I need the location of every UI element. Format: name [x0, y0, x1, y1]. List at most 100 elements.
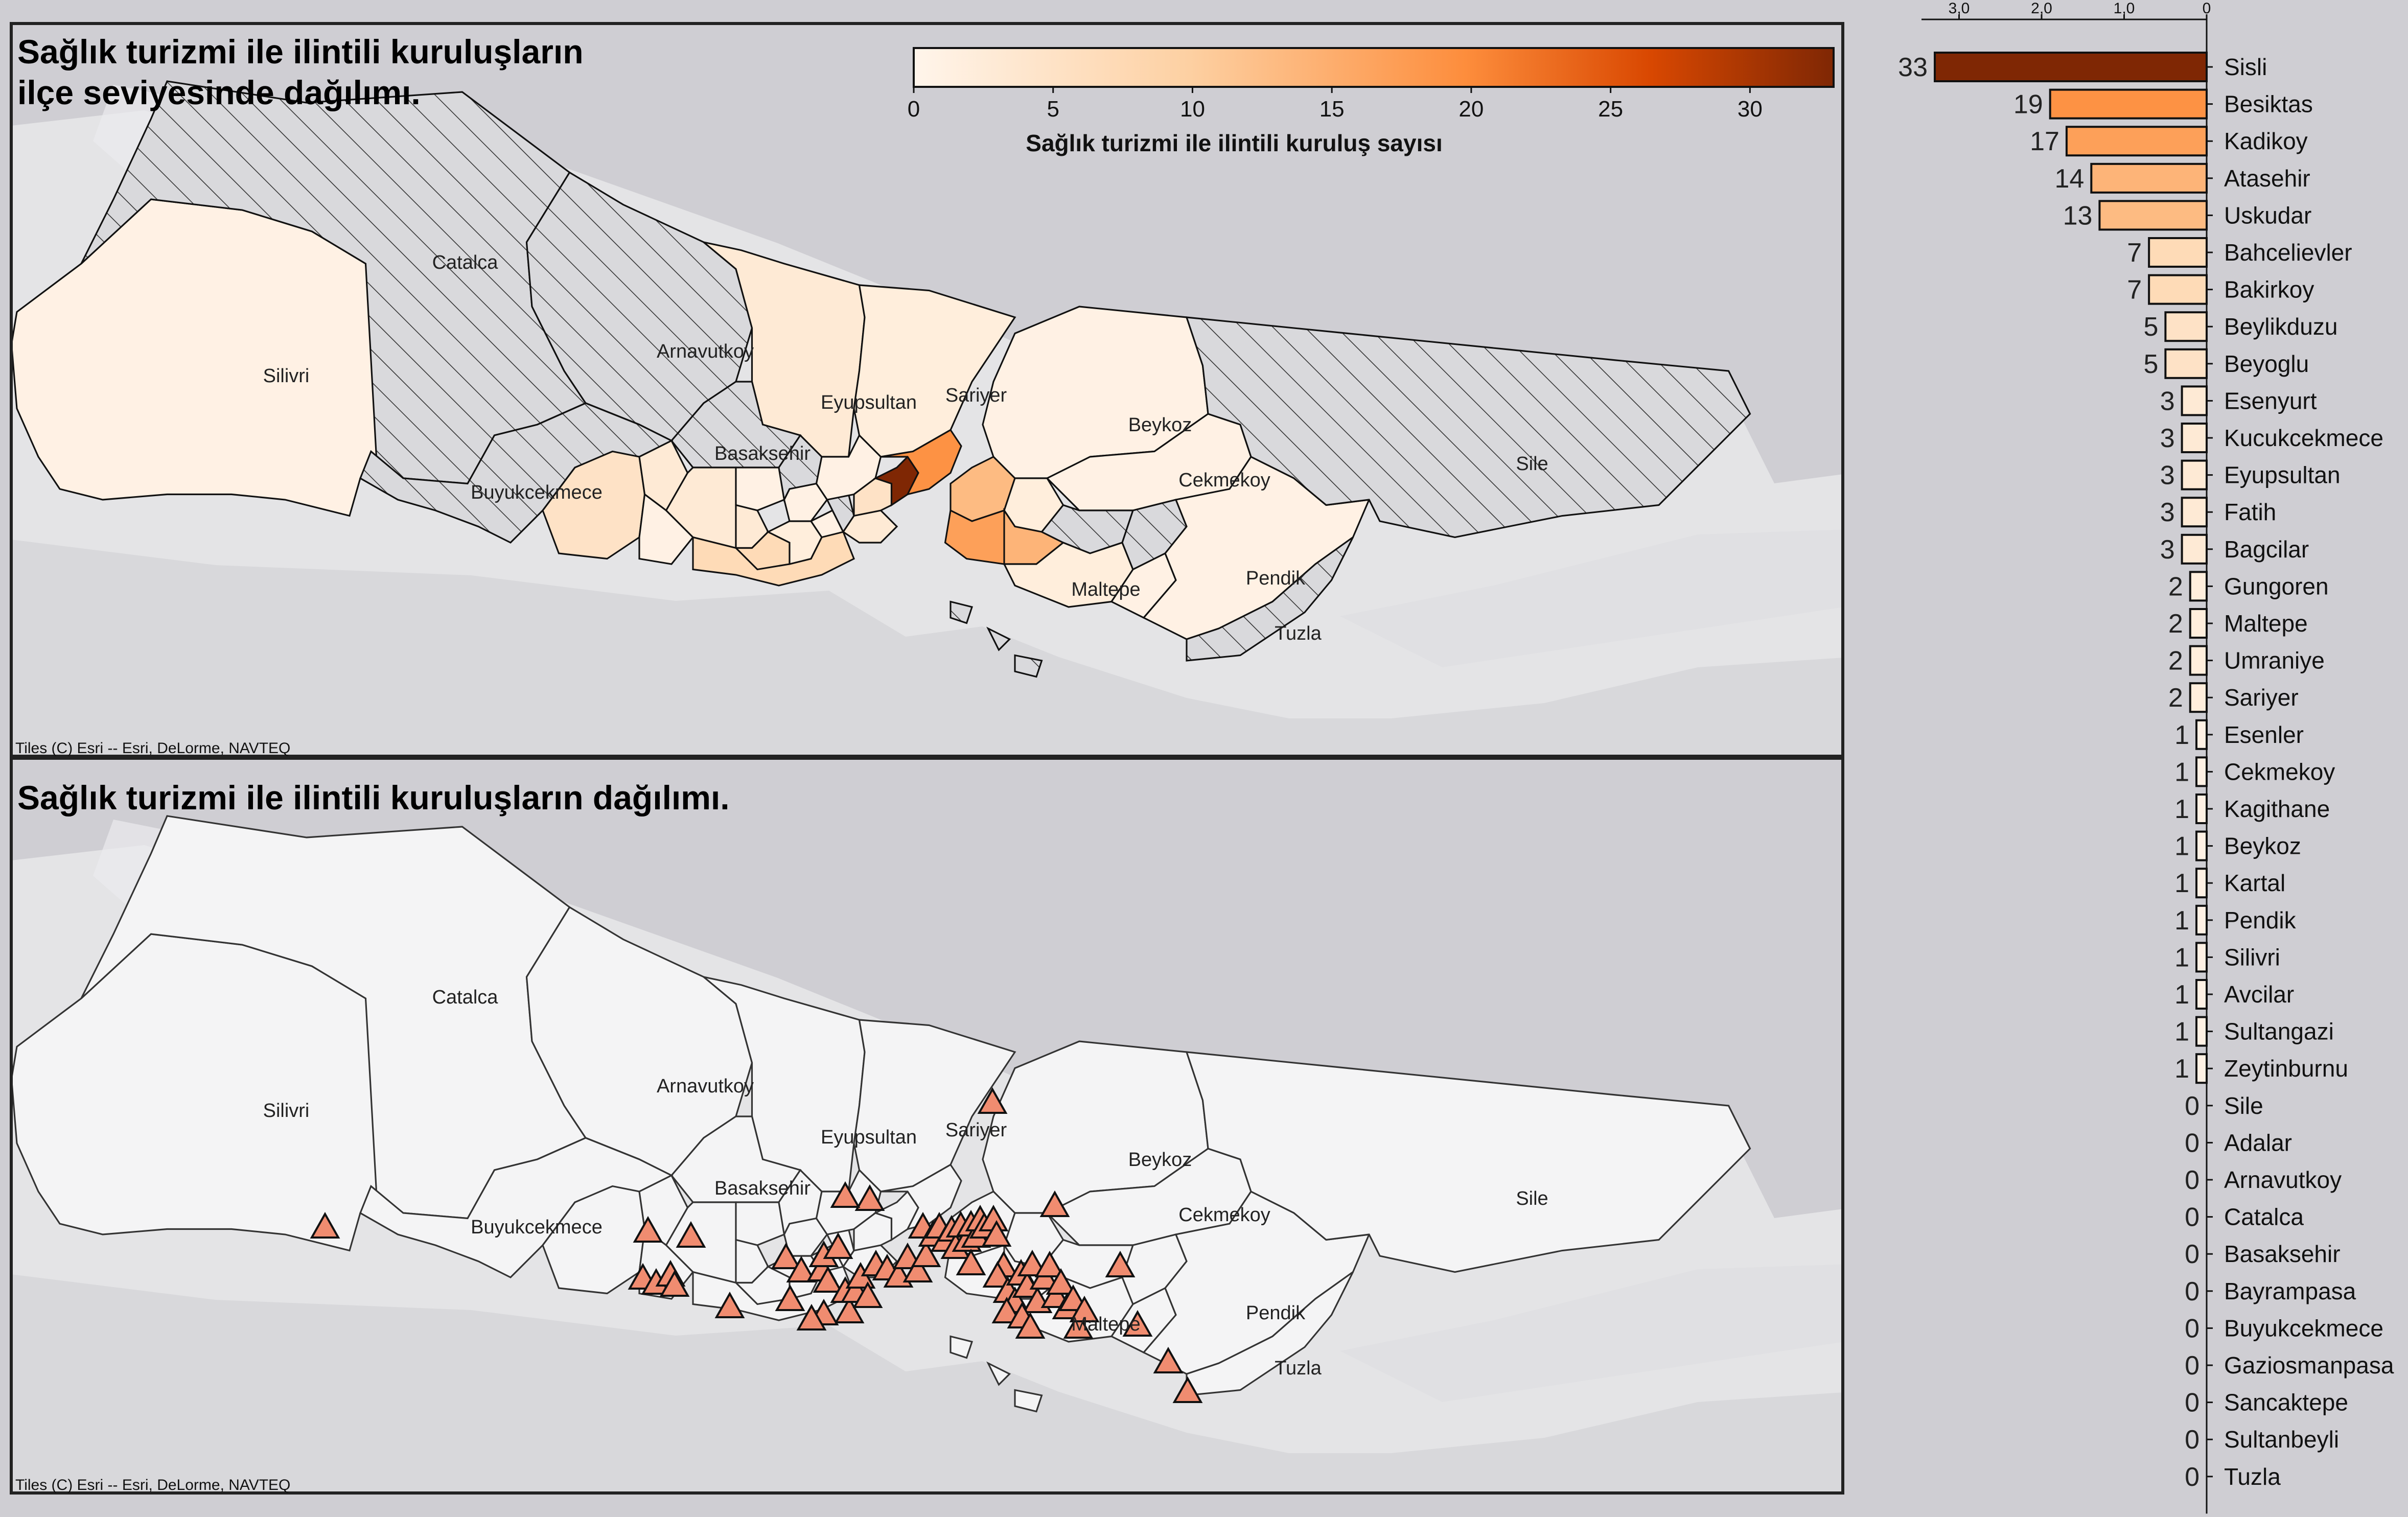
- bar-value-label: 3: [2160, 535, 2175, 565]
- facility-marker: [902, 1255, 933, 1282]
- bar-category-label: Pendik: [2224, 907, 2297, 933]
- bar-category-label: Catalca: [2224, 1204, 2304, 1230]
- facility-marker: [659, 1270, 690, 1297]
- district-label-cekmekoy: Cekmekoy: [1178, 470, 1270, 491]
- district-sile: [1185, 316, 1751, 539]
- district-label-silivri: Silivri: [263, 365, 310, 387]
- bar-value-label: 5: [2143, 349, 2158, 379]
- bar-x-tick-label: 3,0: [1949, 0, 1970, 17]
- bar-category-label: Sariyer: [2224, 684, 2299, 711]
- bar-beykoz: [2195, 830, 2208, 861]
- colorbar-tick-label: 0: [908, 97, 920, 122]
- bar-value-label: 1: [2174, 720, 2189, 750]
- facility-marker: [310, 1211, 340, 1239]
- district-label-maltepe: Maltepe: [1071, 579, 1140, 600]
- bar-category-label: Fatih: [2224, 499, 2276, 525]
- bar-category-label: Adalar: [2224, 1129, 2292, 1156]
- bar-category-label: Esenyurt: [2224, 387, 2317, 414]
- facility-marker: [830, 1181, 861, 1208]
- district-label-catalca: Catalca: [432, 252, 499, 273]
- bar-value-label: 0: [2185, 1203, 2199, 1232]
- facility-marker: [813, 1266, 843, 1293]
- top-choropleth: [11, 80, 1751, 678]
- bottom-map-credit: Tiles (C) Esri -- Esri, DeLorme, NAVTEQ: [15, 1477, 290, 1493]
- bar-category-label: Basaksehir: [2224, 1241, 2341, 1267]
- bar-cekmekoy: [2195, 756, 2208, 787]
- bar-value-label: 0: [2185, 1240, 2199, 1269]
- facility-marker: [786, 1255, 817, 1282]
- bar-category-label: Bayrampasa: [2224, 1278, 2356, 1304]
- bar-category-label: Sultangazi: [2224, 1018, 2334, 1045]
- bar-category-label: Sile: [2224, 1092, 2263, 1119]
- district-label-eyupsultan: Eyupsultan: [821, 1127, 917, 1148]
- bar-value-label: 3: [2160, 424, 2175, 453]
- colorbar-tick-label: 25: [1598, 97, 1623, 122]
- district-label-buyukcekmece: Buyukcekmece: [471, 1217, 603, 1238]
- district-label-eyupsultan: Eyupsultan: [821, 392, 917, 413]
- facility-marker: [823, 1232, 853, 1259]
- bar-value-label: 0: [2185, 1388, 2199, 1418]
- facility-marker: [1063, 1312, 1094, 1339]
- facility-marker: [852, 1281, 883, 1308]
- colorbar-ticks: 0 5 10 15 20 25 30: [908, 87, 1763, 122]
- bar-value-label: 1: [2174, 869, 2189, 898]
- bar-bakirkoy: [2148, 274, 2208, 305]
- bar-category-label: Kagithane: [2224, 796, 2330, 822]
- bar-value-label: 0: [2185, 1277, 2199, 1306]
- bar-x-tick-label: 2,0: [2031, 0, 2052, 17]
- district-label-basaksehir: Basaksehir: [714, 443, 811, 464]
- bar-x-tick-label: 1,0: [2114, 0, 2135, 17]
- facility-marker: [834, 1296, 865, 1323]
- facility-marker: [771, 1242, 801, 1269]
- district-tuzla: [1186, 536, 1354, 662]
- bar-category-label: Gungoren: [2224, 573, 2329, 599]
- bar-value-label: 3: [2160, 386, 2175, 416]
- facility-marker: [1017, 1249, 1048, 1276]
- bar-value-label: 0: [2185, 1314, 2199, 1343]
- district-label-cekmekoy: Cekmekoy: [1178, 1204, 1270, 1226]
- top-map-credit: Tiles (C) Esri -- Esri, DeLorme, NAVTEQ: [15, 740, 290, 757]
- bar-category-label: Cekmekoy: [2224, 758, 2335, 785]
- facility-marker: [911, 1240, 941, 1267]
- bar-value-label: 7: [2127, 275, 2142, 305]
- bar-category-label: Buyukcekmece: [2224, 1315, 2383, 1341]
- bar-value-label: 3: [2160, 461, 2175, 491]
- facility-marker: [1039, 1190, 1070, 1217]
- district-label-sariyer: Sariyer: [945, 385, 1007, 406]
- bar-besiktas: [2049, 88, 2208, 120]
- bar-maltepe: [2189, 608, 2208, 639]
- district-label-tuzla: Tuzla: [1275, 1358, 1322, 1379]
- bar-category-label: Avcilar: [2224, 981, 2294, 1008]
- bar-category-label: Sancaktepe: [2224, 1389, 2348, 1416]
- bar-gungoren: [2189, 571, 2208, 602]
- facility-marker: [1172, 1376, 1203, 1403]
- colorbar-tick-label: 20: [1458, 97, 1484, 122]
- bar-value-label: 2: [2168, 572, 2183, 601]
- bar-value-label: 0: [2185, 1128, 2199, 1158]
- colorbar-tick-label: 10: [1180, 97, 1205, 122]
- bar-zeytinburnu: [2195, 1053, 2208, 1084]
- bar-uskudar: [2098, 200, 2208, 231]
- colorbar-tick-label: 15: [1319, 97, 1345, 122]
- district-outline-sile: [1185, 1051, 1751, 1273]
- bar-kagithane: [2195, 793, 2208, 824]
- bar-value-label: 1: [2174, 795, 2189, 824]
- facility-marker: [775, 1284, 805, 1311]
- district-label-basaksehir: Basaksehir: [714, 1178, 811, 1199]
- bar-category-label: Kadikoy: [2224, 128, 2308, 154]
- bar-value-label: 19: [2013, 90, 2043, 120]
- district-outline-adalar: [950, 1335, 1043, 1413]
- bar-kartal: [2195, 868, 2208, 899]
- bar-value-label: 0: [2185, 1425, 2199, 1455]
- bar-category-label: Tuzla: [2224, 1463, 2281, 1490]
- facility-marker: [633, 1216, 663, 1243]
- bar-esenyurt: [2181, 385, 2208, 416]
- top-map-district-labels: Catalca Silivri Arnavutkoy Eyupsultan Sariye…: [263, 252, 1548, 644]
- district-label-sile: Sile: [1516, 453, 1548, 475]
- bar-value-label: 1: [2174, 757, 2189, 787]
- top-map-title-line2: ilçe seviyesinde dağılımı.: [17, 74, 421, 111]
- bar-category-label: Eyupsultan: [2224, 462, 2341, 488]
- district-label-catalca: Catalca: [432, 987, 499, 1008]
- facility-marker: [1069, 1295, 1100, 1322]
- district-adalar: [950, 600, 1043, 678]
